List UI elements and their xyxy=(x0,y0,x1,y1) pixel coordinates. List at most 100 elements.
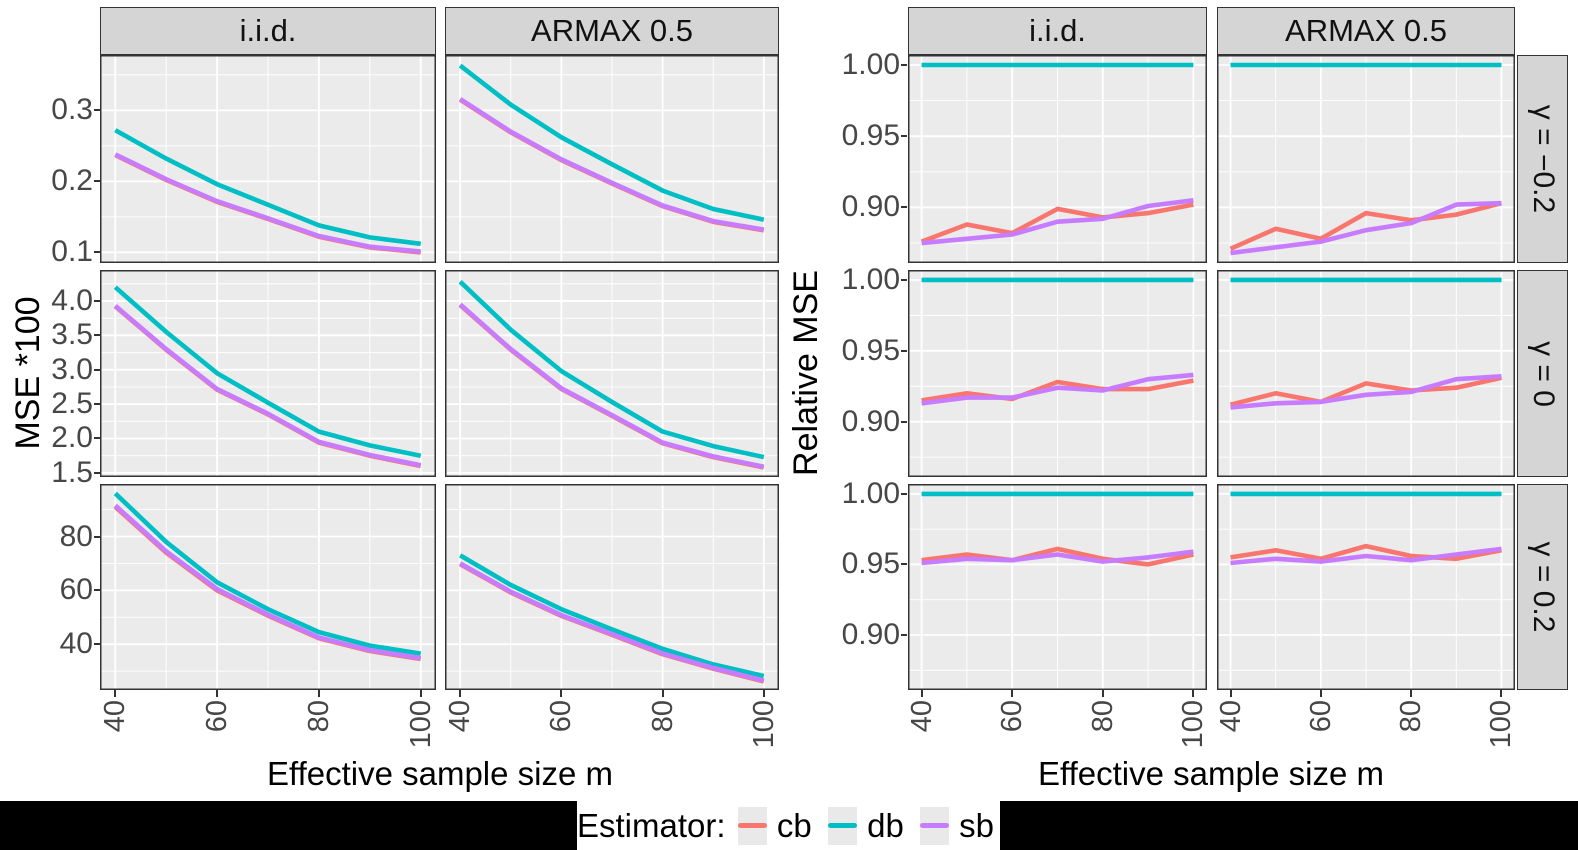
series-line-sb xyxy=(459,561,765,683)
series-line-db xyxy=(459,553,765,679)
series-line-cb xyxy=(921,546,1194,567)
x-tick-mark xyxy=(1011,690,1014,697)
x-tick-label: 100 xyxy=(747,700,780,749)
legend: Estimator: cb db sb xyxy=(577,801,1000,850)
gamma-strip xyxy=(1517,484,1568,690)
facet-strip-label: i.i.d. xyxy=(239,13,297,48)
y-tick-mark xyxy=(900,278,907,281)
legend-label-cb: cb xyxy=(776,806,812,844)
series-line-cb xyxy=(1230,543,1502,562)
facet-strip-label: ARMAX 0.5 xyxy=(1285,13,1447,48)
y-tick-mark xyxy=(900,135,907,138)
panel-relative-mse-row1-col1 xyxy=(908,55,1207,263)
panel-relative-mse-row2-col2 xyxy=(1217,270,1515,477)
x-tick-label: 80 xyxy=(302,700,335,733)
y-tick-mark xyxy=(900,633,907,636)
x-tick-mark xyxy=(1319,690,1322,697)
y-tick-mark xyxy=(93,180,100,183)
facet-strip-armax-0-5: ARMAX 0.5 xyxy=(445,7,779,55)
y-tick-label: 0.90 xyxy=(841,617,900,651)
legend-swatch-sb xyxy=(919,823,949,828)
series-line-db xyxy=(113,491,422,656)
series-line-sb xyxy=(1230,374,1502,410)
x-tick-mark xyxy=(661,690,664,697)
series-line-sb xyxy=(921,549,1194,566)
x-tick-label: 40 xyxy=(444,700,477,733)
x-tick-label: 40 xyxy=(99,700,132,733)
y-tick-mark xyxy=(93,535,100,538)
y-tick-mark xyxy=(93,589,100,592)
x-tick-label: 80 xyxy=(1086,700,1119,733)
x-tick-label: 40 xyxy=(1214,700,1247,733)
y-tick-mark xyxy=(93,334,100,337)
panel-absolute-mse-row2-col2 xyxy=(445,270,779,477)
panel-absolute-mse-row3-col2 xyxy=(445,484,779,690)
series-line-sb xyxy=(113,304,422,468)
y-tick-label: 0.95 xyxy=(841,333,900,367)
panel-absolute-mse-row1-col2 xyxy=(445,55,779,263)
series-line-cb xyxy=(921,378,1194,403)
gamma-strip xyxy=(1517,270,1568,477)
panel-relative-mse-row3-col2 xyxy=(1217,484,1515,690)
series-line-sb xyxy=(114,152,421,254)
series-line-cb xyxy=(920,202,1194,244)
legend-title: Estimator: xyxy=(577,806,726,844)
panel-absolute-mse-row3-col1 xyxy=(100,484,436,690)
series-line-db xyxy=(113,285,422,458)
series-line-sb xyxy=(921,198,1194,246)
gamma-strip-label: γ = 0.2 xyxy=(1526,541,1560,633)
y-tick-label: 80 xyxy=(59,519,93,553)
x-tick-label: 60 xyxy=(1304,700,1337,733)
facet-strip-armax-0-5: ARMAX 0.5 xyxy=(1217,7,1515,55)
y-tick-mark xyxy=(93,643,100,646)
y-tick-mark xyxy=(93,437,100,440)
y-tick-label: 1.5 xyxy=(51,455,93,489)
x-axis-title: Effective sample size m xyxy=(266,755,614,792)
y-tick-mark xyxy=(900,63,907,66)
x-tick-label: 100 xyxy=(1485,700,1518,749)
facet-strip-i-i-d-: i.i.d. xyxy=(100,7,436,55)
x-tick-mark xyxy=(1410,690,1413,697)
y-tick-mark xyxy=(900,420,907,423)
y-tick-label: 3.0 xyxy=(51,352,93,386)
x-tick-mark xyxy=(419,690,422,697)
series-line-db xyxy=(114,128,421,247)
y-tick-label: 0.95 xyxy=(841,119,900,153)
x-tick-mark xyxy=(459,690,462,697)
y-tick-label: 4.0 xyxy=(51,283,93,317)
y-tick-mark xyxy=(93,403,100,406)
y-tick-label: 3.5 xyxy=(51,318,93,352)
y-tick-label: 2.0 xyxy=(51,421,93,455)
x-tick-label: 100 xyxy=(1177,700,1210,749)
x-tick-label: 40 xyxy=(905,700,938,733)
x-tick-mark xyxy=(920,690,923,697)
panel-absolute-mse-row1-col1 xyxy=(100,55,436,263)
y-tick-label: 40 xyxy=(59,627,93,661)
legend-label-sb: sb xyxy=(959,806,995,844)
x-tick-mark xyxy=(114,690,117,697)
y-tick-label: 1.00 xyxy=(841,47,900,81)
facet-strip-i-i-d-: i.i.d. xyxy=(908,7,1207,55)
y-tick-label: 0.90 xyxy=(841,404,900,438)
panel-relative-mse-row1-col2 xyxy=(1217,55,1515,263)
series-line-db xyxy=(458,63,765,222)
y-tick-mark xyxy=(93,471,100,474)
x-tick-mark xyxy=(1500,690,1503,697)
x-tick-label: 80 xyxy=(1395,700,1428,733)
x-tick-label: 60 xyxy=(545,700,578,733)
panel-absolute-mse-row2-col1 xyxy=(100,270,436,477)
series-line-sb xyxy=(113,503,422,661)
series-line-sb xyxy=(1230,546,1502,566)
series-line-cb xyxy=(1229,200,1503,251)
series-line-sb xyxy=(921,372,1194,406)
series-line-db xyxy=(458,280,765,460)
panel-relative-mse-row3-col1 xyxy=(908,484,1207,690)
y-tick-mark xyxy=(93,368,100,371)
y-tick-label: 0.2 xyxy=(51,164,93,198)
y-tick-mark xyxy=(900,349,907,352)
legend-swatch-cb xyxy=(737,823,767,828)
y-tick-label: 1.00 xyxy=(841,262,900,296)
x-tick-mark xyxy=(560,690,563,697)
y-tick-mark xyxy=(900,563,907,566)
x-tick-label: 100 xyxy=(404,700,437,749)
